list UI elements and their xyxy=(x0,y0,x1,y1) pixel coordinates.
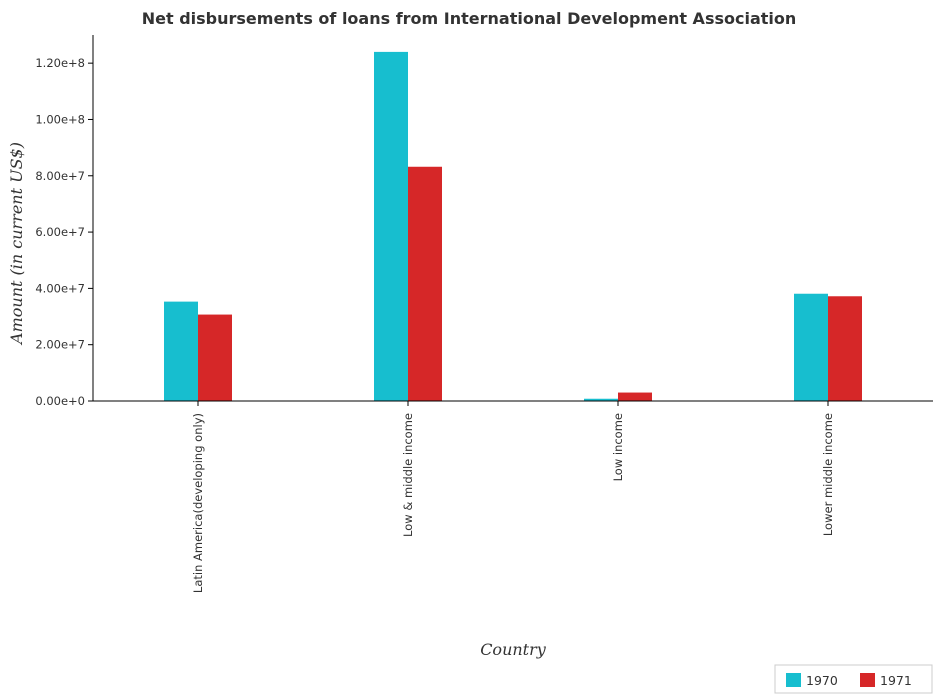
y-tick-label: 6.00e+7 xyxy=(35,225,85,239)
y-tick-label: 8.00e+7 xyxy=(35,169,85,183)
y-tick-label: 2.00e+7 xyxy=(35,338,85,352)
legend-label-1971: 1971 xyxy=(880,673,912,688)
y-axis-ticks: 0.00e+0 2.00e+7 4.00e+7 6.00e+7 8.00e+7 1.00e… xyxy=(35,56,93,408)
x-axis-label: Country xyxy=(480,640,547,659)
y-tick-label: 4.00e+7 xyxy=(35,281,85,295)
bar-1971 xyxy=(408,166,442,401)
x-tick-label: Low income xyxy=(611,413,625,481)
x-tick-label: Latin America(developing only) xyxy=(191,413,205,593)
bar-1971 xyxy=(618,392,652,401)
x-tick-label: Lower middle income xyxy=(821,413,835,536)
y-axis-label: Amount (in current US$) xyxy=(7,142,26,346)
bar-1970 xyxy=(374,51,408,402)
y-tick-label: 1.20e+8 xyxy=(35,56,85,70)
legend-swatch-1970 xyxy=(786,673,801,687)
y-tick-label: 1.00e+8 xyxy=(35,112,85,126)
y-tick-label: 0.00e+0 xyxy=(35,394,85,408)
chart-title: Net disbursements of loans from Internat… xyxy=(142,9,797,28)
bar-1970 xyxy=(164,301,198,401)
bar-1971 xyxy=(198,314,232,401)
legend: 1970 1971 xyxy=(774,664,933,694)
x-tick-label: Low & middle income xyxy=(401,413,415,537)
bar-1970 xyxy=(794,293,828,401)
legend-label-1970: 1970 xyxy=(806,673,838,688)
bar-1971 xyxy=(828,296,862,401)
bar-1970 xyxy=(584,398,618,401)
legend-swatch-1971 xyxy=(860,673,875,687)
x-axis-ticks: Latin America(developing only) Low & midd… xyxy=(191,401,835,593)
legend-box xyxy=(774,664,933,694)
bars xyxy=(164,51,862,402)
